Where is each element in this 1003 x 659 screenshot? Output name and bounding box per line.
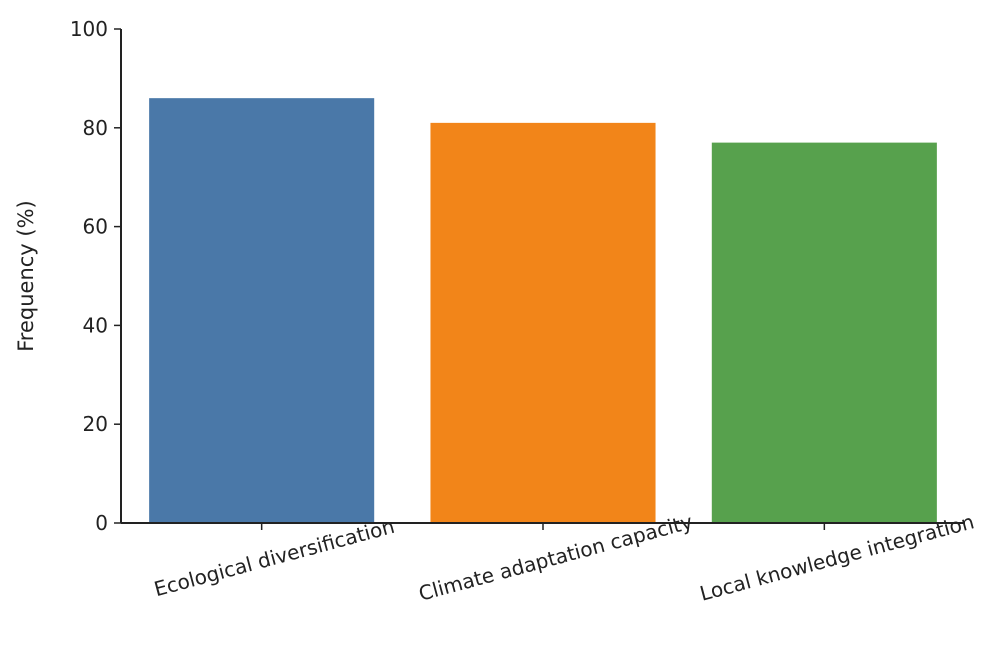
x-axis: Ecological diversification Climate adapta… (121, 509, 977, 606)
x-tick-label: Ecological diversification (151, 514, 397, 601)
y-tick-label: 100 (70, 17, 108, 41)
bars (149, 98, 937, 524)
y-tick-label: 60 (83, 215, 108, 239)
bar-2 (430, 122, 656, 524)
y-tick-label: 0 (95, 511, 108, 535)
bar-1 (149, 98, 375, 523)
bar-3 (711, 142, 937, 523)
y-axis: 0 20 40 60 80 100 (70, 17, 122, 535)
y-tick-label: 40 (83, 313, 108, 337)
y-tick-label: 80 (83, 116, 108, 140)
y-axis-title: Frequency (%) (14, 200, 38, 352)
y-tick-label: 20 (83, 412, 108, 436)
